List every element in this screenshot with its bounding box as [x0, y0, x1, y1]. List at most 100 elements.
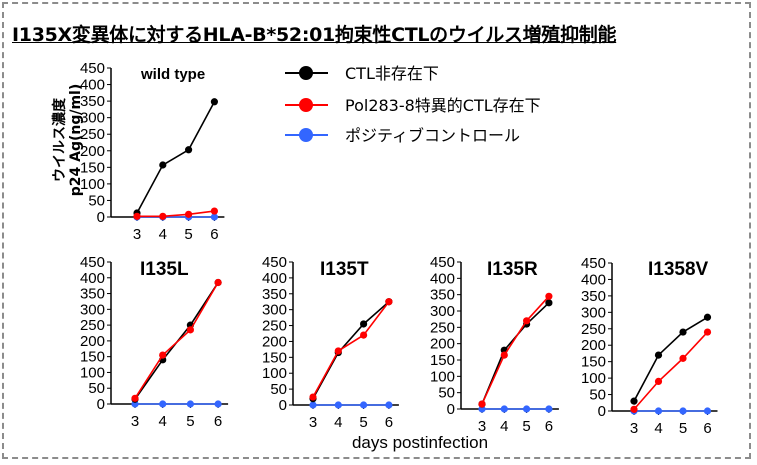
x-tick-label: 6 [210, 226, 218, 243]
y-tick-label: 250 [581, 321, 606, 338]
data-point [523, 317, 531, 325]
y-tick-label: 300 [80, 110, 105, 127]
y-tick-label: 50 [270, 381, 287, 398]
x-tick-label: 5 [522, 418, 530, 435]
legend-label: ポジティブコントロール [345, 126, 520, 145]
y-tick-label: 50 [589, 387, 606, 404]
y-tick-label: 300 [80, 301, 105, 318]
y-tick-label: 50 [88, 192, 105, 209]
data-point [186, 326, 194, 334]
y-tick-label: 350 [80, 286, 105, 303]
data-point [654, 407, 663, 415]
y-tick-label: 450 [262, 254, 287, 271]
x-tick-label: 3 [478, 418, 486, 435]
data-point [214, 278, 222, 287]
data-point [131, 394, 139, 402]
x-tick-label: 3 [133, 226, 141, 243]
y-tick-label: 300 [430, 303, 455, 320]
panel-title: I135T [320, 259, 369, 280]
x-tick-label: 3 [131, 413, 139, 430]
data-point [360, 320, 368, 328]
y-tick-label: 200 [80, 333, 105, 350]
x-tick-label: 5 [679, 420, 687, 437]
data-point [360, 401, 368, 409]
x-tick-label: 5 [359, 414, 367, 431]
data-point [159, 161, 167, 169]
x-tick-label: 3 [309, 414, 317, 431]
data-point [500, 351, 508, 359]
data-point [654, 351, 663, 359]
panel-title: I135R [487, 259, 538, 280]
y-tick-label: 300 [262, 302, 287, 319]
y-tick-label: 200 [262, 333, 287, 350]
series-line [134, 282, 219, 400]
y-tick-label: 100 [262, 365, 287, 382]
data-point [210, 98, 218, 106]
y-tick-label: 400 [262, 270, 287, 287]
y-tick-label: 200 [80, 143, 105, 160]
data-point [679, 328, 687, 336]
y-tick-label: 150 [80, 349, 105, 366]
y-tick-label: 450 [430, 254, 455, 271]
y-tick-label: 100 [80, 176, 105, 193]
figure-title: I135X変異体に対するHLA-B*52:01拘束性CTLのウイルス増殖抑制能 [12, 24, 617, 46]
data-point [545, 299, 553, 307]
data-point [630, 397, 638, 405]
x-tick-label: 4 [334, 414, 342, 431]
x-tick-label: 4 [159, 413, 167, 430]
data-point [159, 212, 167, 220]
y-tick-label: 150 [262, 349, 287, 366]
data-point [500, 405, 508, 413]
y-tick-label: 0 [447, 401, 455, 418]
y-tick-label: 450 [80, 254, 105, 271]
y-tick-label: 450 [581, 255, 606, 272]
y-tick-label: 100 [581, 370, 606, 387]
panel-title: I135L [140, 259, 189, 280]
data-point [185, 146, 193, 154]
data-point [478, 400, 486, 408]
data-point [334, 401, 342, 409]
data-point [703, 407, 712, 415]
y-tick-label: 0 [598, 403, 606, 420]
y-tick-label: 50 [438, 385, 455, 402]
data-point [545, 292, 553, 300]
y-tick-label: 400 [430, 270, 455, 287]
y-axis-label-line2: p24 Ag(ng/ml) [68, 84, 84, 197]
data-point [545, 405, 553, 413]
data-point [703, 328, 712, 336]
y-tick-label: 250 [80, 317, 105, 334]
y-tick-label: 350 [581, 288, 606, 305]
series-line [136, 101, 216, 214]
y-tick-label: 0 [97, 396, 105, 413]
x-tick-label: 6 [545, 418, 553, 435]
data-point [523, 405, 531, 413]
y-tick-label: 200 [581, 337, 606, 354]
y-tick-label: 300 [581, 304, 606, 321]
y-tick-label: 0 [279, 397, 287, 414]
x-tick-label: 6 [214, 413, 222, 430]
data-point [186, 400, 194, 408]
data-point [385, 401, 393, 409]
y-tick-label: 50 [88, 380, 105, 397]
legend-label: Pol283-8特異的CTL存在下 [345, 96, 541, 115]
data-point [360, 331, 368, 339]
figure-frame [2, 2, 751, 459]
panel-title: I1358V [648, 259, 709, 280]
y-tick-label: 100 [80, 364, 105, 381]
legend-marker [299, 128, 313, 142]
x-tick-label: 4 [159, 226, 167, 243]
y-tick-label: 400 [581, 271, 606, 288]
data-point [185, 210, 193, 218]
y-tick-label: 250 [430, 319, 455, 336]
data-point [214, 400, 222, 408]
y-tick-label: 200 [430, 336, 455, 353]
x-tick-label: 5 [186, 413, 194, 430]
series-line [633, 331, 709, 410]
